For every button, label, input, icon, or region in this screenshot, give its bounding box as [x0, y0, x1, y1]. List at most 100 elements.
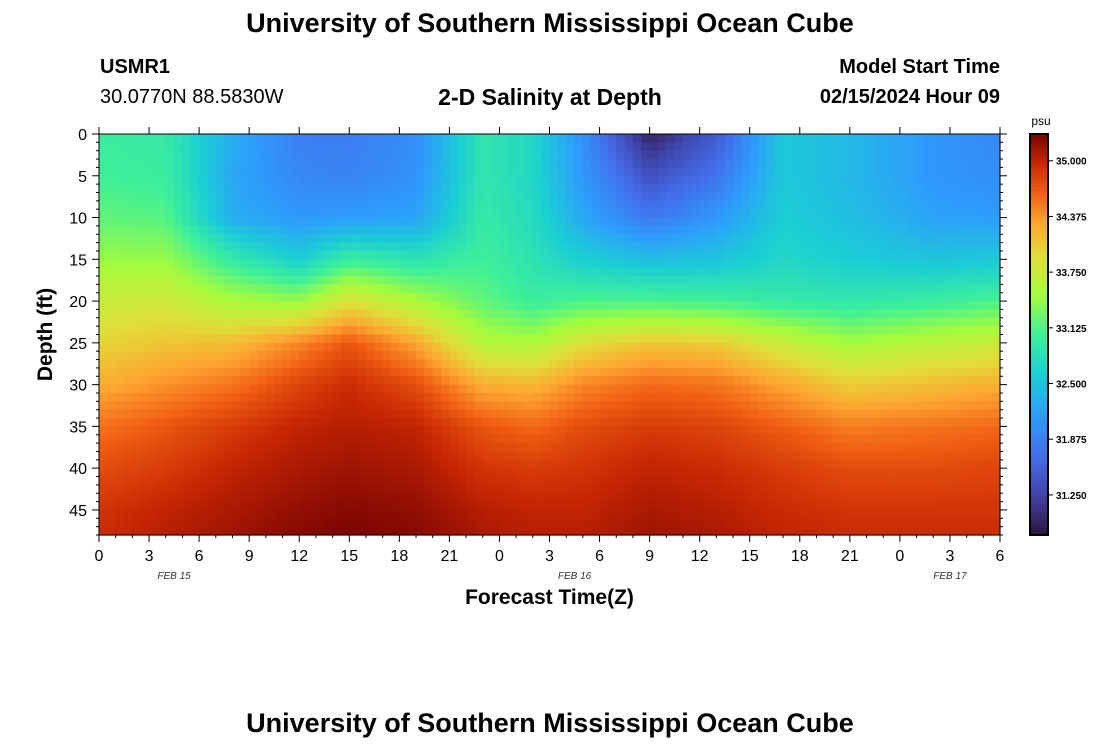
heatmap-cell: [624, 493, 634, 503]
heatmap-cell: [215, 484, 225, 494]
heatmap-cell: [774, 401, 784, 411]
heatmap-cell: [933, 484, 943, 494]
heatmap-cell: [883, 459, 893, 469]
heatmap-cell: [649, 451, 659, 461]
heatmap-cell: [891, 367, 901, 377]
heatmap-cell: [482, 200, 492, 210]
heatmap-cell: [632, 443, 642, 453]
heatmap-cell: [124, 409, 133, 419]
heatmap-cell: [958, 359, 968, 369]
heatmap-cell: [908, 342, 918, 352]
heatmap-cell: [390, 317, 400, 327]
heatmap-cell: [357, 142, 367, 152]
heatmap-cell: [582, 134, 592, 143]
heatmap-cell: [441, 317, 450, 327]
heatmap-cell: [140, 225, 150, 235]
heatmap-cell: [474, 292, 484, 302]
heatmap-cell: [774, 418, 784, 427]
heatmap-cell: [199, 267, 209, 277]
heatmap-cell: [340, 434, 350, 444]
heatmap-cell: [883, 493, 893, 503]
heatmap-cell: [666, 267, 676, 277]
heatmap-cell: [474, 468, 484, 478]
heatmap-cell: [174, 242, 184, 252]
heatmap-cell: [799, 493, 809, 503]
heatmap-cell: [641, 234, 651, 244]
heatmap-cell: [816, 142, 826, 152]
heatmap-cell: [249, 401, 259, 411]
heatmap-cell: [365, 451, 375, 461]
heatmap-cell: [524, 476, 534, 486]
heatmap-cell: [724, 434, 734, 444]
heatmap-cell: [674, 259, 684, 269]
heatmap-cell: [524, 267, 534, 277]
heatmap-cell: [332, 468, 342, 478]
heatmap-cell: [115, 175, 125, 185]
heatmap-cell: [107, 359, 117, 369]
heatmap-cell: [716, 301, 726, 311]
heatmap-cell: [574, 175, 584, 185]
heatmap-cell: [332, 451, 342, 461]
heatmap-cell: [215, 284, 225, 294]
heatmap-cell: [949, 159, 959, 169]
heatmap-cell: [641, 367, 651, 377]
heatmap-cell: [424, 518, 434, 528]
heatmap-cell: [708, 476, 717, 486]
heatmap-cell: [332, 434, 342, 444]
heatmap-cell: [816, 334, 826, 344]
heatmap-cell: [324, 367, 334, 377]
heatmap-cell: [949, 476, 959, 486]
heatmap-cell: [457, 384, 467, 394]
heatmap-cell: [441, 418, 450, 427]
heatmap-cell: [716, 367, 726, 377]
heatmap-cell: [574, 284, 584, 294]
heatmap-cell: [249, 476, 259, 486]
heatmap-cell: [99, 526, 108, 536]
heatmap-cell: [124, 376, 133, 386]
heatmap-cell: [641, 359, 651, 369]
heatmap-cell: [908, 225, 918, 235]
heatmap-cell: [390, 401, 400, 411]
heatmap-cell: [324, 334, 334, 344]
heatmap-cell: [941, 443, 951, 453]
heatmap-cell: [365, 301, 375, 311]
heatmap-cell: [841, 276, 851, 285]
heatmap-cell: [574, 134, 584, 143]
heatmap-cell: [140, 476, 150, 486]
heatmap-cell: [958, 334, 968, 344]
heatmap-cell: [140, 259, 150, 269]
heatmap-cell: [282, 192, 292, 202]
heatmap-cell: [224, 342, 234, 352]
heatmap-cell: [357, 518, 367, 528]
heatmap-cell: [232, 159, 242, 169]
heatmap-cell: [799, 501, 809, 511]
heatmap-cell: [741, 167, 751, 177]
heatmap-cell: [949, 418, 959, 427]
heatmap-cell: [132, 326, 142, 336]
heatmap-cell: [190, 359, 200, 369]
heatmap-cell: [783, 493, 793, 503]
heatmap-cell: [432, 518, 442, 528]
heatmap-cell: [140, 301, 150, 311]
heatmap-cell: [491, 434, 501, 444]
heatmap-cell: [182, 476, 192, 486]
heatmap-cell: [758, 225, 767, 235]
heatmap-cell: [390, 409, 400, 419]
heatmap-cell: [699, 342, 709, 352]
heatmap-cell: [165, 351, 175, 361]
heatmap-cell: [833, 367, 843, 377]
heatmap-cell: [224, 276, 234, 285]
heatmap-cell: [899, 484, 909, 494]
heatmap-cell: [666, 292, 676, 302]
heatmap-cell: [215, 142, 225, 152]
heatmap-cell: [724, 292, 734, 302]
heatmap-cell: [249, 184, 259, 194]
heatmap-cell: [115, 392, 125, 402]
heatmap-cell: [115, 267, 125, 277]
heatmap-cell: [849, 359, 859, 369]
heatmap-cell: [165, 392, 175, 402]
heatmap-cell: [207, 309, 217, 319]
heatmap-cell: [599, 326, 609, 336]
heatmap-cell: [891, 217, 901, 227]
heatmap-cell: [733, 443, 742, 453]
